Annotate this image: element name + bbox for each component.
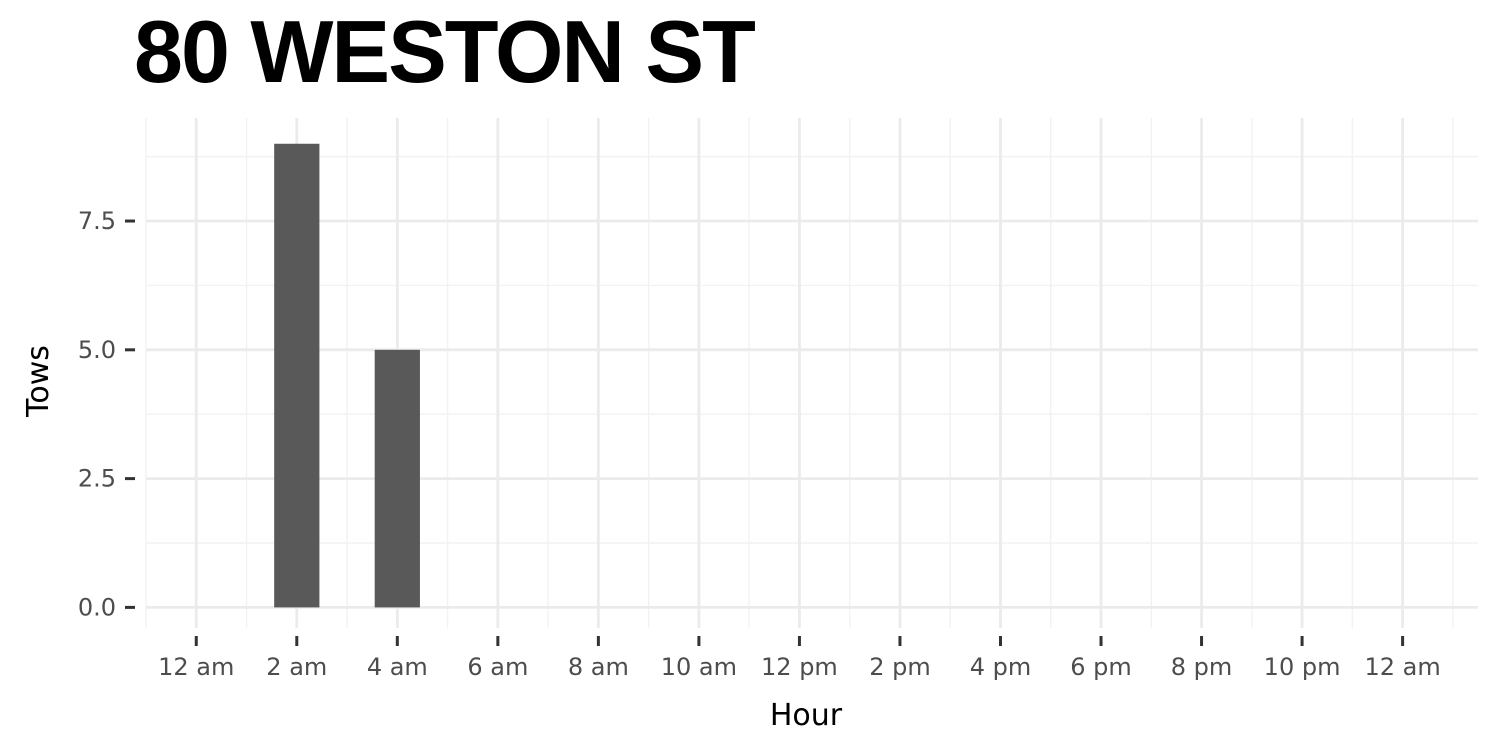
x-tick-label: 6 am (467, 653, 528, 681)
y-tick-label: 2.5 (78, 465, 116, 493)
x-tick-label: 2 pm (869, 653, 931, 681)
grid-layer (145, 118, 1478, 628)
x-tick-label: 8 am (568, 653, 629, 681)
y-axis-title: Tows (21, 345, 56, 418)
x-tick-label: 4 am (367, 653, 428, 681)
x-tick-label: 10 pm (1264, 653, 1341, 681)
x-axis-title: Hour (770, 698, 843, 733)
y-axis: 0.0 2.5 5.0 7.5 (78, 207, 135, 621)
x-tick-label: 12 am (1364, 653, 1440, 681)
bar-hour-4 (374, 349, 420, 608)
x-axis: 12 am 2 am 4 am 6 am 8 am 10 am 12 pm 2 pm 4 pm 6… (158, 636, 1441, 681)
x-tick-label: 6 pm (1070, 653, 1132, 681)
bar-hour-2 (274, 143, 320, 608)
y-tick-label: 7.5 (78, 207, 116, 235)
chart-title: 80 WESTON ST (134, 2, 756, 101)
bars-layer (274, 143, 420, 608)
x-tick-label: 10 am (661, 653, 737, 681)
x-tick-label: 8 pm (1171, 653, 1233, 681)
x-tick-label: 2 am (266, 653, 327, 681)
x-tick-label: 4 pm (970, 653, 1032, 681)
y-tick-label: 5.0 (78, 336, 116, 364)
y-tick-label: 0.0 (78, 593, 116, 621)
x-tick-label: 12 pm (761, 653, 838, 681)
x-tick-label: 12 am (158, 653, 234, 681)
